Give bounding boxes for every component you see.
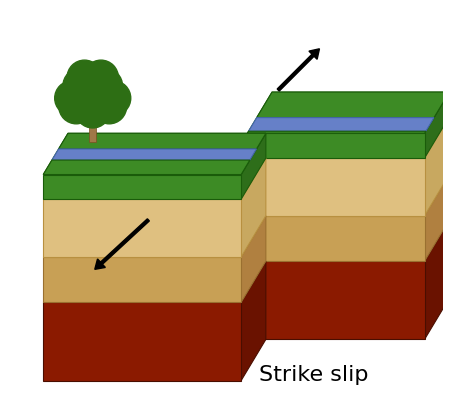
Polygon shape bbox=[241, 133, 266, 199]
Polygon shape bbox=[43, 199, 241, 257]
Polygon shape bbox=[247, 131, 426, 133]
Polygon shape bbox=[425, 220, 449, 339]
Polygon shape bbox=[52, 149, 256, 160]
Text: Strike slip: Strike slip bbox=[258, 365, 368, 385]
Polygon shape bbox=[257, 92, 449, 117]
Polygon shape bbox=[241, 158, 266, 257]
Polygon shape bbox=[247, 216, 425, 261]
Polygon shape bbox=[247, 158, 425, 216]
Circle shape bbox=[67, 60, 102, 95]
Circle shape bbox=[75, 93, 110, 128]
Polygon shape bbox=[241, 261, 266, 381]
Polygon shape bbox=[247, 133, 425, 158]
Polygon shape bbox=[43, 133, 266, 175]
Circle shape bbox=[63, 68, 98, 103]
Polygon shape bbox=[90, 117, 96, 142]
Circle shape bbox=[96, 81, 131, 115]
Polygon shape bbox=[248, 117, 434, 131]
Circle shape bbox=[83, 60, 118, 95]
Polygon shape bbox=[425, 92, 449, 158]
Polygon shape bbox=[241, 216, 266, 302]
Circle shape bbox=[92, 89, 127, 124]
Polygon shape bbox=[59, 133, 266, 149]
FancyArrow shape bbox=[95, 219, 149, 269]
Circle shape bbox=[59, 89, 94, 124]
Polygon shape bbox=[247, 261, 425, 339]
Circle shape bbox=[55, 81, 90, 115]
Polygon shape bbox=[43, 160, 250, 175]
Polygon shape bbox=[247, 92, 449, 133]
Polygon shape bbox=[425, 117, 449, 216]
Circle shape bbox=[74, 75, 111, 113]
FancyArrow shape bbox=[277, 49, 319, 91]
Circle shape bbox=[75, 77, 110, 112]
Circle shape bbox=[88, 68, 122, 103]
Polygon shape bbox=[425, 175, 449, 261]
Polygon shape bbox=[43, 257, 241, 302]
Polygon shape bbox=[43, 302, 241, 381]
Polygon shape bbox=[43, 175, 241, 199]
